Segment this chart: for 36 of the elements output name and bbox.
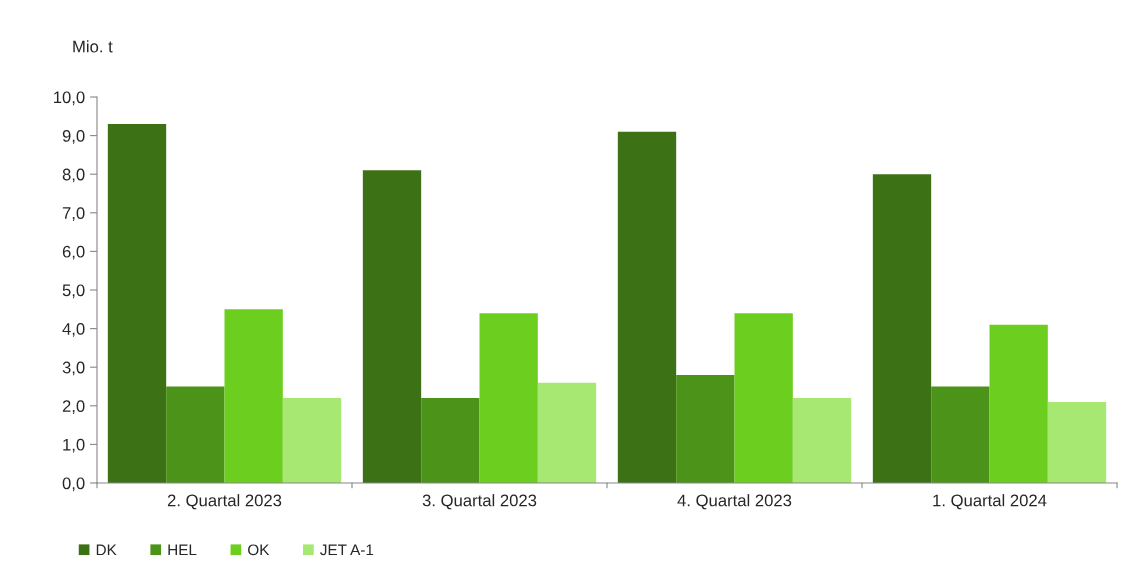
bar: [362, 170, 422, 483]
legend-label: JET A-1: [320, 544, 374, 556]
bar: [537, 382, 597, 483]
y-tick-label: 0,0: [62, 477, 85, 492]
bar: [166, 386, 225, 483]
x-tick-label: 1. Quartal 2024: [933, 494, 1047, 510]
y-tick-label: 1,0: [63, 438, 85, 453]
y-tick-label: 9,0: [62, 130, 85, 144]
y-axis-title: Mio. t: [73, 40, 113, 53]
legend-label: HEL: [168, 544, 197, 556]
y-tick-label: 10,0: [54, 91, 85, 106]
bar: [872, 174, 932, 483]
bar: [224, 309, 283, 483]
bar: [282, 398, 342, 483]
x-tick-label: 2. Quartal 2023: [167, 494, 282, 510]
bar: [676, 374, 735, 483]
bar: [1047, 401, 1107, 483]
legend-label: DK: [96, 544, 117, 556]
bar: [792, 398, 852, 483]
x-tick-label: 4. Quartal 2023: [677, 494, 792, 510]
bar: [734, 313, 793, 483]
x-tick-label: 3. Quartal 2023: [422, 494, 537, 510]
bar: [931, 386, 990, 483]
bar: [617, 131, 677, 483]
y-tick-label: 8,0: [62, 168, 85, 183]
bar: [107, 124, 167, 483]
y-tick-label: 6,0: [62, 245, 85, 260]
y-tick-label: 4,0: [62, 323, 85, 337]
legend-label: OK: [248, 544, 270, 556]
bar: [989, 324, 1048, 483]
y-tick-label: 5,0: [62, 284, 85, 299]
y-tick-label: 3,0: [62, 361, 85, 376]
bar: [479, 313, 538, 483]
y-tick-label: 7,0: [62, 207, 85, 221]
y-tick-label: 2,0: [62, 400, 85, 414]
bar: [421, 398, 480, 483]
